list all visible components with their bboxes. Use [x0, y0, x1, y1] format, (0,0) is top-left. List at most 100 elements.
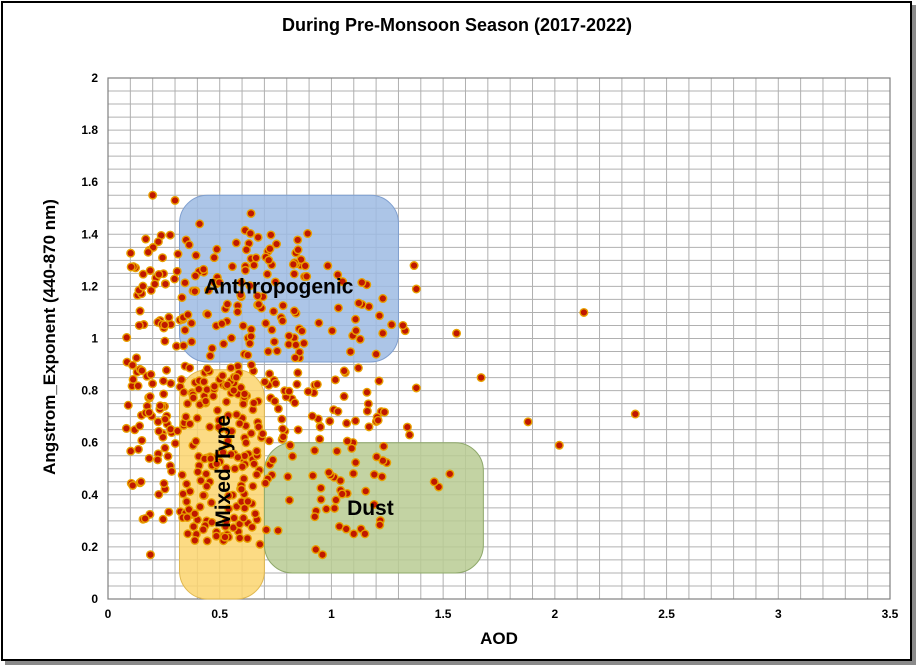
data-point — [202, 536, 212, 546]
data-point — [321, 504, 331, 514]
data-point — [523, 417, 533, 427]
data-point — [293, 425, 303, 435]
data-point — [249, 459, 259, 469]
x-tick-label: 3 — [775, 607, 782, 621]
data-point — [269, 337, 279, 347]
data-point — [411, 383, 421, 393]
data-point — [337, 489, 347, 499]
data-point — [162, 365, 172, 375]
data-point — [277, 414, 287, 424]
data-point — [289, 269, 299, 279]
data-point — [265, 244, 275, 254]
data-point — [278, 424, 288, 434]
data-point — [238, 513, 248, 523]
data-point — [158, 432, 168, 442]
data-point — [302, 271, 312, 281]
data-point — [178, 489, 188, 499]
data-point — [182, 497, 192, 507]
data-point — [333, 406, 343, 416]
data-point — [206, 454, 216, 464]
data-point — [201, 469, 211, 479]
data-point — [452, 328, 462, 338]
data-point — [354, 298, 364, 308]
data-point — [209, 253, 219, 263]
data-point — [324, 467, 334, 477]
data-point — [332, 446, 342, 456]
data-point — [181, 412, 191, 422]
data-point — [159, 478, 169, 488]
data-point — [330, 375, 340, 385]
y-tick-label: 2 — [91, 71, 98, 85]
data-point — [335, 476, 345, 486]
data-point — [134, 320, 144, 330]
data-point — [227, 262, 237, 272]
data-point — [355, 334, 365, 344]
data-point — [226, 363, 236, 373]
data-point — [255, 539, 265, 549]
data-point — [284, 386, 294, 396]
data-point — [316, 494, 326, 504]
data-point — [217, 319, 227, 329]
data-point — [369, 470, 379, 480]
x-tick-label: 0.5 — [211, 607, 228, 621]
x-tick-label: 1 — [328, 607, 335, 621]
data-point — [143, 247, 153, 257]
data-point — [153, 455, 163, 465]
region-label-mixed-type: Mixed Type — [212, 415, 235, 528]
data-point — [270, 277, 280, 287]
data-point — [222, 299, 232, 309]
data-point — [209, 381, 219, 391]
data-point — [375, 520, 385, 530]
data-point — [333, 270, 343, 280]
data-point — [262, 269, 272, 279]
chart-title: During Pre-Monsoon Season (2017-2022) — [282, 15, 632, 35]
data-point — [307, 411, 317, 421]
data-point — [264, 436, 274, 446]
data-point — [278, 432, 288, 442]
data-point — [187, 337, 197, 347]
data-point — [221, 397, 231, 407]
data-point — [160, 320, 170, 330]
data-point — [144, 453, 154, 463]
data-point — [183, 310, 193, 320]
data-point — [233, 307, 243, 317]
data-point — [246, 208, 256, 218]
data-point — [186, 318, 196, 328]
data-point — [379, 441, 389, 451]
data-point — [208, 391, 218, 401]
data-point — [373, 415, 383, 425]
data-point — [246, 331, 256, 341]
data-point — [235, 419, 245, 429]
data-point — [203, 285, 213, 295]
data-point — [236, 290, 246, 300]
data-point — [182, 399, 192, 409]
data-point — [311, 545, 321, 555]
data-point — [182, 479, 192, 489]
data-point — [199, 377, 209, 387]
data-point — [379, 407, 389, 417]
x-tick-label: 2 — [552, 607, 559, 621]
data-point — [137, 366, 147, 376]
data-point — [293, 368, 303, 378]
data-point — [164, 507, 174, 517]
y-tick-label: 1.6 — [81, 175, 98, 189]
data-point — [207, 343, 217, 353]
data-point — [429, 477, 439, 487]
data-point — [128, 374, 138, 384]
data-point — [263, 347, 273, 357]
data-point — [284, 331, 294, 341]
data-point — [351, 314, 361, 324]
data-point — [160, 443, 170, 453]
data-point — [145, 266, 155, 276]
data-point — [121, 423, 131, 433]
data-point — [245, 281, 255, 291]
data-point — [212, 459, 222, 469]
data-point — [330, 503, 340, 513]
data-point — [195, 219, 205, 229]
data-point — [232, 410, 242, 420]
data-point — [297, 326, 307, 336]
data-point — [349, 529, 359, 539]
data-point — [351, 326, 361, 336]
data-point — [315, 434, 325, 444]
data-point — [138, 281, 148, 291]
